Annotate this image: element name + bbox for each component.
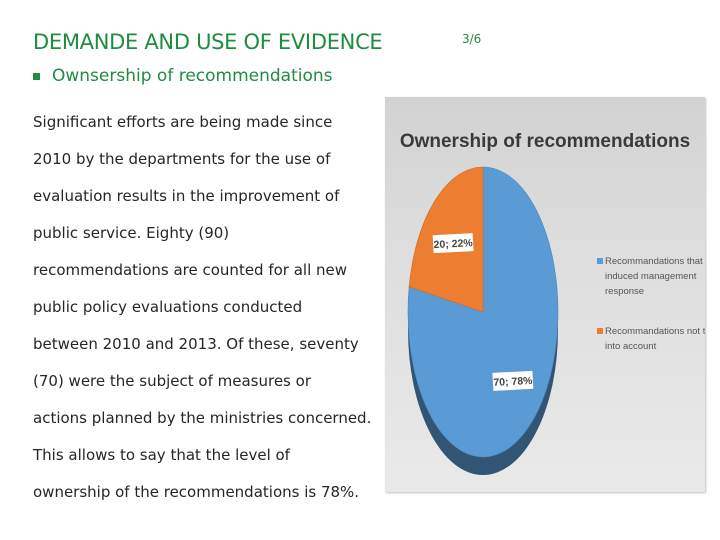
body-line: between 2010 and 2013. Of these, seventy — [33, 335, 359, 353]
legend-label: Recommandations not taken — [605, 326, 705, 337]
slice-label-box — [492, 370, 534, 391]
body-line: ownership of the recommendations is 78%. — [33, 483, 360, 501]
slice-label-group: 70; 78% — [492, 370, 534, 391]
body-paragraph: Significant efforts are being made since… — [33, 110, 393, 517]
slide-number: 3/6 — [462, 32, 482, 46]
pie-chart: Ownership of recommendations 70; 78% 20; 2… — [400, 131, 705, 475]
body-line: public service. Eighty (90) — [33, 224, 230, 242]
body-line: actions planned by the ministries concer… — [33, 409, 372, 427]
body-line: This allows to say that the level of — [33, 446, 290, 464]
body-line: evaluation results in the improvement of — [33, 187, 340, 205]
slice-label-group: 20; 22% — [432, 233, 474, 254]
legend-swatch — [597, 328, 603, 334]
slice-data-label: 70; 78% — [493, 375, 533, 389]
body-line: Significant efforts are being made since — [33, 113, 333, 131]
chart-title: Ownership of recommendations — [400, 131, 690, 152]
legend-label: Recommandations that have — [605, 256, 705, 267]
legend-label: response — [605, 286, 644, 297]
legend-label: into account — [605, 341, 657, 352]
bullet-heading: Ownsership of recommendations — [33, 66, 333, 86]
slide-title: DEMANDE AND USE OF EVIDENCE — [33, 30, 383, 54]
body-line: (70) were the subject of measures or — [33, 372, 311, 390]
slide-title-text: DEMANDE AND USE OF EVIDENCE — [33, 30, 383, 54]
body-line: public policy evaluations conducted — [33, 298, 303, 316]
slice-data-label: 20; 22% — [433, 237, 473, 251]
square-bullet-icon — [33, 72, 40, 80]
body-line: 2010 by the departments for the use of — [33, 150, 331, 168]
slice-label-box — [432, 233, 474, 254]
legend-label: induced management — [605, 271, 697, 282]
body-line: recommendations are counted for all new — [33, 261, 348, 279]
bullet-heading-text: Ownsership of recommendations — [52, 66, 333, 86]
legend-swatch — [597, 258, 603, 264]
pie-chart-image: Ownership of recommendations 70; 78% 20; 2… — [385, 97, 705, 492]
